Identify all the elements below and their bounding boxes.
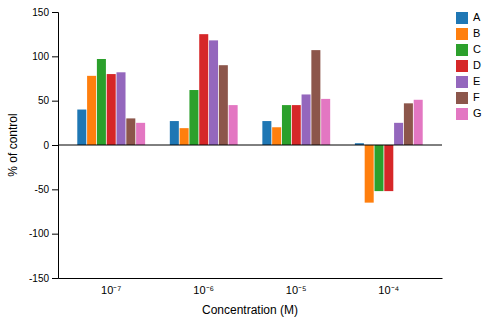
- zero-line: [58, 145, 442, 146]
- legend-swatch: [456, 92, 468, 104]
- legend-swatch: [456, 76, 468, 88]
- x-tick-label: 10⁻⁶: [193, 284, 214, 296]
- y-axis-title: % of control: [6, 113, 20, 176]
- y-tick: 0: [43, 140, 58, 151]
- y-tick-label: -150: [29, 273, 49, 284]
- bar: [374, 145, 383, 191]
- y-tick-mark: [52, 101, 58, 102]
- x-axis-title: Concentration (M): [202, 303, 298, 317]
- bar: [107, 74, 116, 145]
- bar: [170, 121, 179, 145]
- y-tick: 50: [38, 95, 58, 106]
- x-tick-label: 10⁻⁷: [101, 284, 121, 296]
- bar: [365, 145, 374, 203]
- legend-label: D: [473, 59, 481, 71]
- bar: [87, 76, 96, 145]
- legend-label: C: [473, 43, 481, 55]
- y-tick-mark: [52, 145, 58, 146]
- y-tick: -50: [35, 184, 58, 195]
- bar: [209, 40, 218, 145]
- bar: [229, 105, 238, 145]
- y-tick: -100: [29, 228, 58, 239]
- bar: [97, 59, 106, 145]
- x-tick-label: 10⁻⁴: [378, 284, 399, 296]
- bar: [404, 103, 413, 145]
- legend-swatch: [456, 60, 468, 72]
- legend-swatch: [456, 108, 468, 120]
- legend-label: G: [473, 107, 482, 119]
- y-tick-label: 100: [32, 51, 49, 62]
- bars: [77, 34, 422, 202]
- legend-label: F: [473, 91, 480, 103]
- legend-label: B: [473, 27, 480, 39]
- y-tick-label: 150: [32, 7, 49, 18]
- y-tick-label: -50: [35, 184, 50, 195]
- x-tick: 10⁻⁷: [101, 284, 121, 296]
- plot: -150 -100 -50 0 50 100 150 10⁻⁷ 10⁻⁶ 10⁻⁵ 10⁻⁴: [29, 7, 443, 296]
- bar: [311, 50, 320, 145]
- y-tick-mark: [52, 12, 58, 13]
- bar: [219, 65, 228, 145]
- chart: -150 -100 -50 0 50 100 150 10⁻⁷ 10⁻⁶ 10⁻⁵ 10⁻⁴ Conc…: [0, 0, 500, 320]
- legend-label: E: [473, 75, 480, 87]
- legend-label: A: [473, 11, 481, 23]
- legend-item: G: [456, 107, 482, 120]
- x-axis: 10⁻⁷ 10⁻⁶ 10⁻⁵ 10⁻⁴: [59, 279, 443, 296]
- legend-item: C: [456, 43, 481, 56]
- bar: [414, 100, 423, 145]
- y-tick-mark: [52, 278, 58, 279]
- y-tick-mark: [52, 234, 58, 235]
- bar: [282, 105, 291, 145]
- legend-item: E: [456, 75, 480, 88]
- legend: ABCDEFG: [456, 11, 482, 120]
- bar: [180, 128, 189, 145]
- y-tick-mark: [52, 189, 58, 190]
- y-axis-line: [52, 13, 59, 279]
- legend-item: D: [456, 59, 481, 72]
- x-tick-label: 10⁻⁵: [286, 284, 307, 296]
- y-tick-label: 50: [38, 95, 50, 106]
- x-tick: 10⁻⁴: [378, 284, 399, 296]
- bar: [292, 105, 301, 145]
- y-tick: 100: [32, 51, 58, 62]
- bar: [262, 121, 271, 145]
- bar: [77, 110, 86, 145]
- x-tick: 10⁻⁶: [193, 284, 214, 296]
- bar: [136, 123, 145, 145]
- bar: [189, 90, 198, 145]
- bar: [302, 94, 311, 145]
- legend-item: A: [456, 11, 481, 24]
- legend-item: B: [456, 27, 480, 40]
- bar: [384, 145, 393, 191]
- legend-swatch: [456, 28, 468, 40]
- bar: [272, 127, 281, 145]
- bar: [116, 72, 125, 145]
- x-tick: 10⁻⁵: [286, 284, 307, 296]
- y-tick: -150: [29, 273, 58, 284]
- legend-swatch: [456, 12, 468, 24]
- y-tick: 150: [32, 7, 58, 18]
- y-axis: -150 -100 -50 0 50 100 150: [29, 7, 59, 284]
- legend-swatch: [456, 44, 468, 56]
- bar: [126, 118, 135, 145]
- y-tick-mark: [52, 56, 58, 57]
- legend-item: F: [456, 91, 480, 104]
- y-tick-label: -100: [29, 228, 49, 239]
- bar: [394, 123, 403, 145]
- x-axis-line: [59, 278, 443, 279]
- bar: [199, 34, 208, 145]
- bar: [321, 99, 330, 145]
- y-tick-label: 0: [43, 140, 49, 151]
